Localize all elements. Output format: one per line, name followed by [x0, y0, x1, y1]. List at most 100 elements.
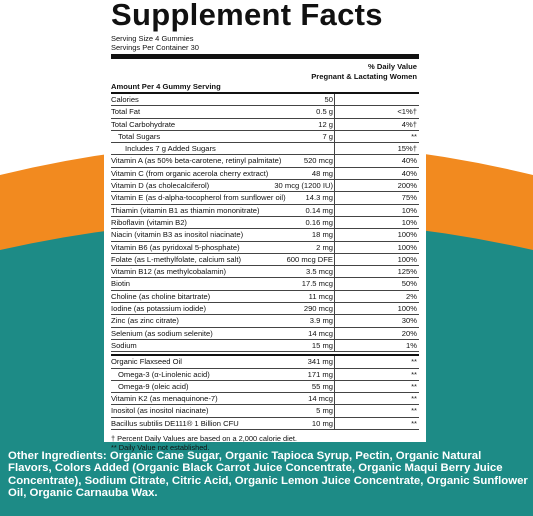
column-divider [334, 315, 335, 327]
group-header: Pregnant & Lactating Women [311, 72, 417, 81]
daily-value: 100% [397, 254, 417, 264]
column-divider [334, 368, 335, 380]
dv-header: % Daily Value [368, 62, 417, 71]
amount: 7 g [322, 131, 333, 141]
amount: 11 mcg [308, 291, 333, 301]
amount: 48 mg [311, 168, 333, 178]
nutrient-name: Omega-3 (α-Linolenic acid) [118, 369, 210, 379]
nutrient-name: Vitamin B12 (as methylcobalamin) [111, 267, 227, 277]
column-divider [334, 278, 335, 290]
daily-value: ** [411, 394, 417, 404]
column-divider [334, 327, 335, 339]
column-divider [334, 130, 335, 143]
nutrient-name: Calories [111, 95, 139, 104]
table-row: Zinc (as zinc citrate) 3.9 mg 30% [111, 315, 419, 328]
amount: 14 mcg [308, 328, 333, 338]
amount: 0.16 mg [305, 217, 333, 227]
nutrient-name: Includes 7 g Added Sugars [125, 144, 216, 154]
amount: 50 [324, 95, 333, 104]
nutrient-name: Thiamin (vitamin B1 as thiamin mononitra… [111, 205, 260, 215]
column-header: % Daily Value Pregnant & Lactating Women… [111, 59, 419, 92]
nutrient-name: Vitamin A (as 50% beta-carotene, retinyl… [111, 156, 282, 166]
table-row: Vitamin K2 (as menaquinone-7) 14 mcg ** [111, 393, 419, 406]
servings-per-container: Servings Per Container 30 [111, 43, 199, 52]
nutrient-name: Vitamin K2 (as menaquinone-7) [111, 394, 218, 404]
daily-value: 100% [397, 304, 417, 314]
daily-value: ** [411, 381, 417, 391]
nutrient-name: Zinc (as zinc citrate) [111, 316, 179, 326]
table-row: Selenium (as sodium selenite) 14 mcg 20% [111, 327, 419, 340]
column-divider [334, 241, 335, 253]
column-divider [334, 180, 335, 192]
nutrient-name: Biotin [111, 279, 130, 289]
amount: 0.14 mg [305, 205, 333, 215]
daily-value: 2% [406, 291, 417, 301]
daily-value: 1% [406, 340, 417, 350]
column-divider [334, 118, 335, 130]
serving-size: Serving Size 4 Gummies [111, 34, 194, 43]
table-row: Inositol (as inositol niacinate) 5 mg ** [111, 405, 419, 418]
column-divider [334, 393, 335, 405]
amount: 290 mcg [303, 304, 333, 314]
amount: 14.3 mg [305, 193, 333, 203]
daily-value: 75% [401, 193, 417, 203]
table-row: Omega-3 (α-Linolenic acid) 171 mg ** [111, 368, 419, 381]
table-row: Vitamin D (as cholecalciferol) 30 mcg (12… [111, 180, 419, 193]
table-row: Vitamin C (from organic acerola cherry e… [111, 167, 419, 181]
daily-value: 100% [397, 230, 417, 240]
nutrient-name: Choline (as choline bitartrate) [111, 291, 211, 301]
amount: 5 mg [316, 406, 333, 416]
nutrient-name: Vitamin E (as d-alpha-tocopherol from su… [111, 193, 286, 203]
nutrient-name: Iodine (as potassium iodide) [111, 304, 206, 314]
daily-value: 15%† [397, 144, 417, 154]
table-row: Organic Flaxseed Oil 341 mg ** [111, 356, 419, 369]
daily-value: 100% [397, 242, 417, 252]
table-row: Total Fat 0.5 g <1%† [111, 106, 419, 119]
footnote: † Percent Daily Values are based on a 2,… [111, 434, 297, 444]
column-divider [334, 106, 335, 118]
column-divider [334, 356, 335, 368]
table-row: Vitamin A (as 50% beta-carotene, retinyl… [111, 155, 419, 168]
daily-value: 4%† [401, 119, 417, 129]
daily-value: 125% [397, 267, 417, 277]
table-row: Vitamin E (as d-alpha-tocopherol from su… [111, 192, 419, 205]
table-row: Sodium 15 mg 1% [111, 339, 419, 353]
column-divider [334, 290, 335, 303]
column-divider [334, 155, 335, 167]
nutrient-name: Niacin (vitamin B3 as inositol niacinate… [111, 230, 244, 240]
nutrient-name: Bacillus subtilis DE111® 1 Billion CFU [111, 418, 239, 428]
amount: 15 mg [311, 340, 333, 350]
table-row: Folate (as L-methylfolate, calcium salt)… [111, 253, 419, 267]
daily-value: ** [411, 357, 417, 367]
amount: 10 mg [311, 418, 333, 428]
amount: 3.5 mcg [305, 267, 333, 277]
column-divider [334, 253, 335, 266]
nutrient-name: Riboflavin (vitamin B2) [111, 217, 187, 227]
amount: 520 mcg [303, 156, 333, 166]
nutrient-name: Inositol (as inositol niacinate) [111, 406, 209, 416]
table-row: Calories 50 [111, 94, 419, 107]
amount: 3.9 mg [309, 316, 333, 326]
column-divider [334, 405, 335, 417]
nutrient-name: Vitamin C (from organic acerola cherry e… [111, 168, 269, 178]
table-row: Thiamin (vitamin B1 as thiamin mononitra… [111, 204, 419, 217]
column-divider [334, 192, 335, 204]
amount: 14 mcg [308, 394, 333, 404]
nutrient-name: Vitamin B6 (as pyridoxal 5-phosphate) [111, 242, 240, 252]
table-row: Biotin 17.5 mcg 50% [111, 278, 419, 291]
other-ingredients-label: Other Ingredients: [8, 450, 107, 462]
amount: 30 mcg (1200 IU) [274, 181, 333, 191]
column-divider [334, 380, 335, 393]
nutrient-name: Folate (as L-methylfolate, calcium salt) [111, 254, 241, 264]
table-row: Iodine (as potassium iodide) 290 mcg 100% [111, 303, 419, 316]
table-row: Vitamin B6 (as pyridoxal 5-phosphate) 2 m… [111, 241, 419, 254]
column-divider [334, 204, 335, 216]
amount-header: Amount Per 4 Gummy Serving [111, 82, 221, 91]
nutrient-name: Total Fat [111, 107, 141, 117]
column-divider [334, 216, 335, 229]
amount: 12 g [318, 119, 333, 129]
nutrient-name: Selenium (as sodium selenite) [111, 328, 213, 338]
column-divider [334, 94, 335, 106]
nutrient-name: Organic Flaxseed Oil [111, 357, 182, 367]
